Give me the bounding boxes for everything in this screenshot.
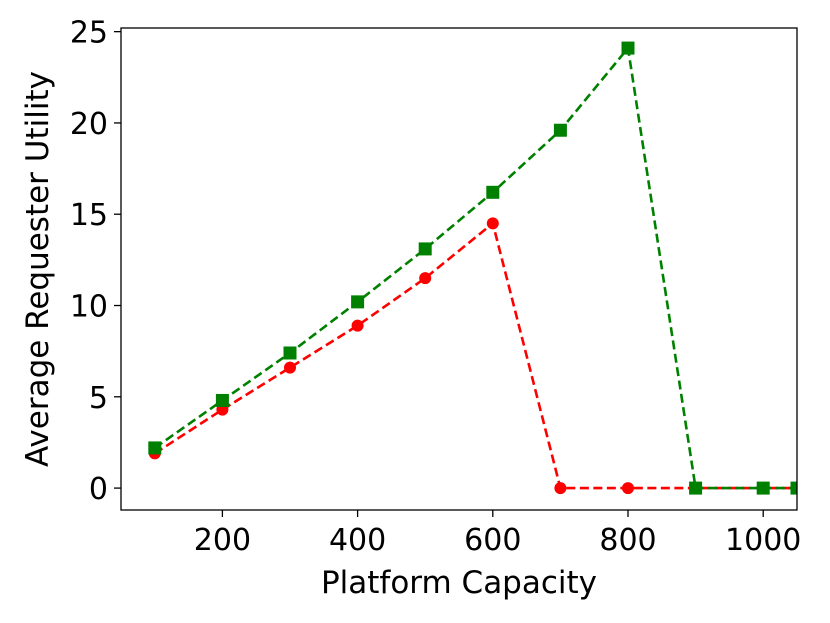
series-1-point-5 xyxy=(486,185,500,199)
x-tick-label-3: 800 xyxy=(599,523,656,558)
series-1-point-0 xyxy=(148,441,162,455)
series-0-point-5 xyxy=(486,217,499,230)
x-tick-label-2: 600 xyxy=(464,523,521,558)
y-tick-label-2: 10 xyxy=(70,290,108,325)
x-axis-label: Platform Capacity xyxy=(321,565,597,601)
series-1-point-8 xyxy=(689,481,703,495)
x-tick-label-4: 1000 xyxy=(725,523,801,558)
series-1-line xyxy=(154,46,797,490)
y-tick-label-0: 0 xyxy=(89,472,108,507)
series-0-point-6 xyxy=(554,482,567,495)
series-1-point-1 xyxy=(215,393,229,407)
series-1-point-10 xyxy=(790,481,797,495)
series-1 xyxy=(148,41,797,495)
series-layer xyxy=(148,41,797,495)
series-1-point-3 xyxy=(351,295,365,309)
series-1-point-4 xyxy=(418,242,432,256)
series-0-point-7 xyxy=(622,482,634,495)
y-tick-label-1: 5 xyxy=(89,381,108,416)
x-tick-label-1: 400 xyxy=(329,523,386,558)
series-0 xyxy=(148,217,797,495)
y-tick-label-3: 15 xyxy=(70,198,108,233)
plot-frame xyxy=(120,27,798,511)
series-1-point-9 xyxy=(756,481,770,495)
series-1-point-2 xyxy=(283,346,297,360)
y-tick-label-4: 20 xyxy=(70,107,108,142)
x-tick-label-0: 200 xyxy=(194,523,251,558)
series-0-point-4 xyxy=(419,272,432,285)
ticks-layer: 200 400 600 800 1000 0 5 10 15 20 25 xyxy=(70,16,802,558)
series-1-point-6 xyxy=(553,123,567,137)
series-0-point-2 xyxy=(284,361,296,374)
series-0-point-3 xyxy=(351,319,364,332)
y-axis-label: Average Requester Utility xyxy=(20,71,56,467)
y-tick-label-5: 25 xyxy=(70,16,108,51)
series-0-line xyxy=(154,222,797,490)
series-1-point-7 xyxy=(621,41,635,55)
